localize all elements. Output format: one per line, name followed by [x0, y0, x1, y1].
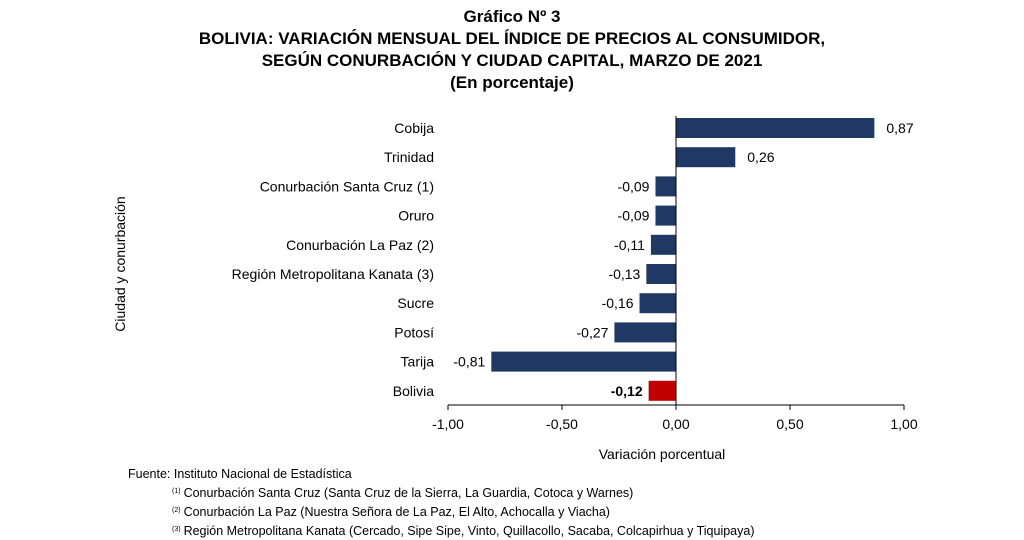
- x-tick-label: 1,00: [890, 416, 917, 432]
- data-label: -0,13: [608, 266, 640, 282]
- x-tick-label: -0,50: [546, 416, 578, 432]
- footnote-mark: (1): [172, 488, 181, 495]
- y-axis-title: Ciudad y conurbación: [112, 196, 128, 331]
- data-label: -0,81: [453, 354, 485, 370]
- x-tick-label: -1,00: [432, 416, 464, 432]
- chart-footer: Fuente: Instituto Nacional de Estadístic…: [128, 466, 755, 540]
- category-label: Cobija: [394, 120, 434, 136]
- x-tick-label: 0,50: [776, 416, 803, 432]
- chart-title: Gráfico Nº 3: [463, 7, 561, 26]
- bar: [648, 380, 676, 401]
- x-tick-label: 0,00: [662, 416, 689, 432]
- data-label: -0,12: [611, 383, 643, 399]
- bar: [655, 176, 676, 197]
- footnote-text: Conurbación La Paz (Nuestra Señora de La…: [183, 505, 610, 519]
- data-label: 0,87: [886, 120, 913, 136]
- category-label: Oruro: [398, 208, 434, 224]
- chart-title-line-3: SEGÚN CONURBACIÓN Y CIUDAD CAPITAL, MARZ…: [261, 51, 763, 70]
- bar: [646, 264, 676, 284]
- data-label: -0,16: [602, 295, 634, 311]
- footnote-text: Región Metropolitana Kanata (Cercado, Si…: [183, 524, 755, 538]
- category-label: Bolivia: [393, 383, 434, 399]
- category-label: Sucre: [397, 295, 434, 311]
- footnote-2: (2) Conurbación La Paz (Nuestra Señora de…: [128, 502, 755, 521]
- data-label: 0,26: [747, 149, 774, 165]
- footnote-1: (1) Conurbación Santa Cruz (Santa Cruz de…: [128, 483, 755, 502]
- data-label: -0,09: [618, 208, 650, 224]
- bar: [491, 351, 676, 372]
- bar: [639, 293, 676, 314]
- footnote-mark: (2): [172, 507, 181, 514]
- chart-title-line-2: BOLIVIA: VARIACIÓN MENSUAL DEL ÍNDICE DE…: [198, 29, 826, 48]
- category-label: Potosí: [394, 324, 434, 340]
- chart-subtitle: (En porcentaje): [450, 73, 574, 92]
- category-label: Conurbación Santa Cruz (1): [260, 178, 434, 194]
- x-axis-title: Variación porcentual: [599, 446, 726, 462]
- footnote-mark: (3): [172, 526, 181, 533]
- footnote-text: Conurbación Santa Cruz (Santa Cruz de la…: [183, 486, 634, 500]
- chart-title-block: Gráfico Nº 3 BOLIVIA: VARIACIÓN MENSUAL …: [0, 6, 1024, 94]
- bar: [650, 234, 676, 255]
- data-label: -0,11: [614, 237, 645, 253]
- data-label: -0,09: [618, 178, 650, 194]
- source-note: Fuente: Instituto Nacional de Estadístic…: [128, 467, 352, 481]
- bar: [676, 147, 736, 168]
- bar: [655, 205, 676, 226]
- category-label: Conurbación La Paz (2): [286, 237, 434, 253]
- category-label: Región Metropolitana Kanata (3): [232, 266, 434, 282]
- footnote-3: (3) Región Metropolitana Kanata (Cercado,…: [128, 521, 755, 540]
- category-label: Trinidad: [384, 149, 434, 165]
- bar: [676, 118, 875, 138]
- data-label: -0,27: [577, 324, 609, 340]
- bar: [614, 322, 676, 343]
- category-label: Tarija: [401, 354, 435, 370]
